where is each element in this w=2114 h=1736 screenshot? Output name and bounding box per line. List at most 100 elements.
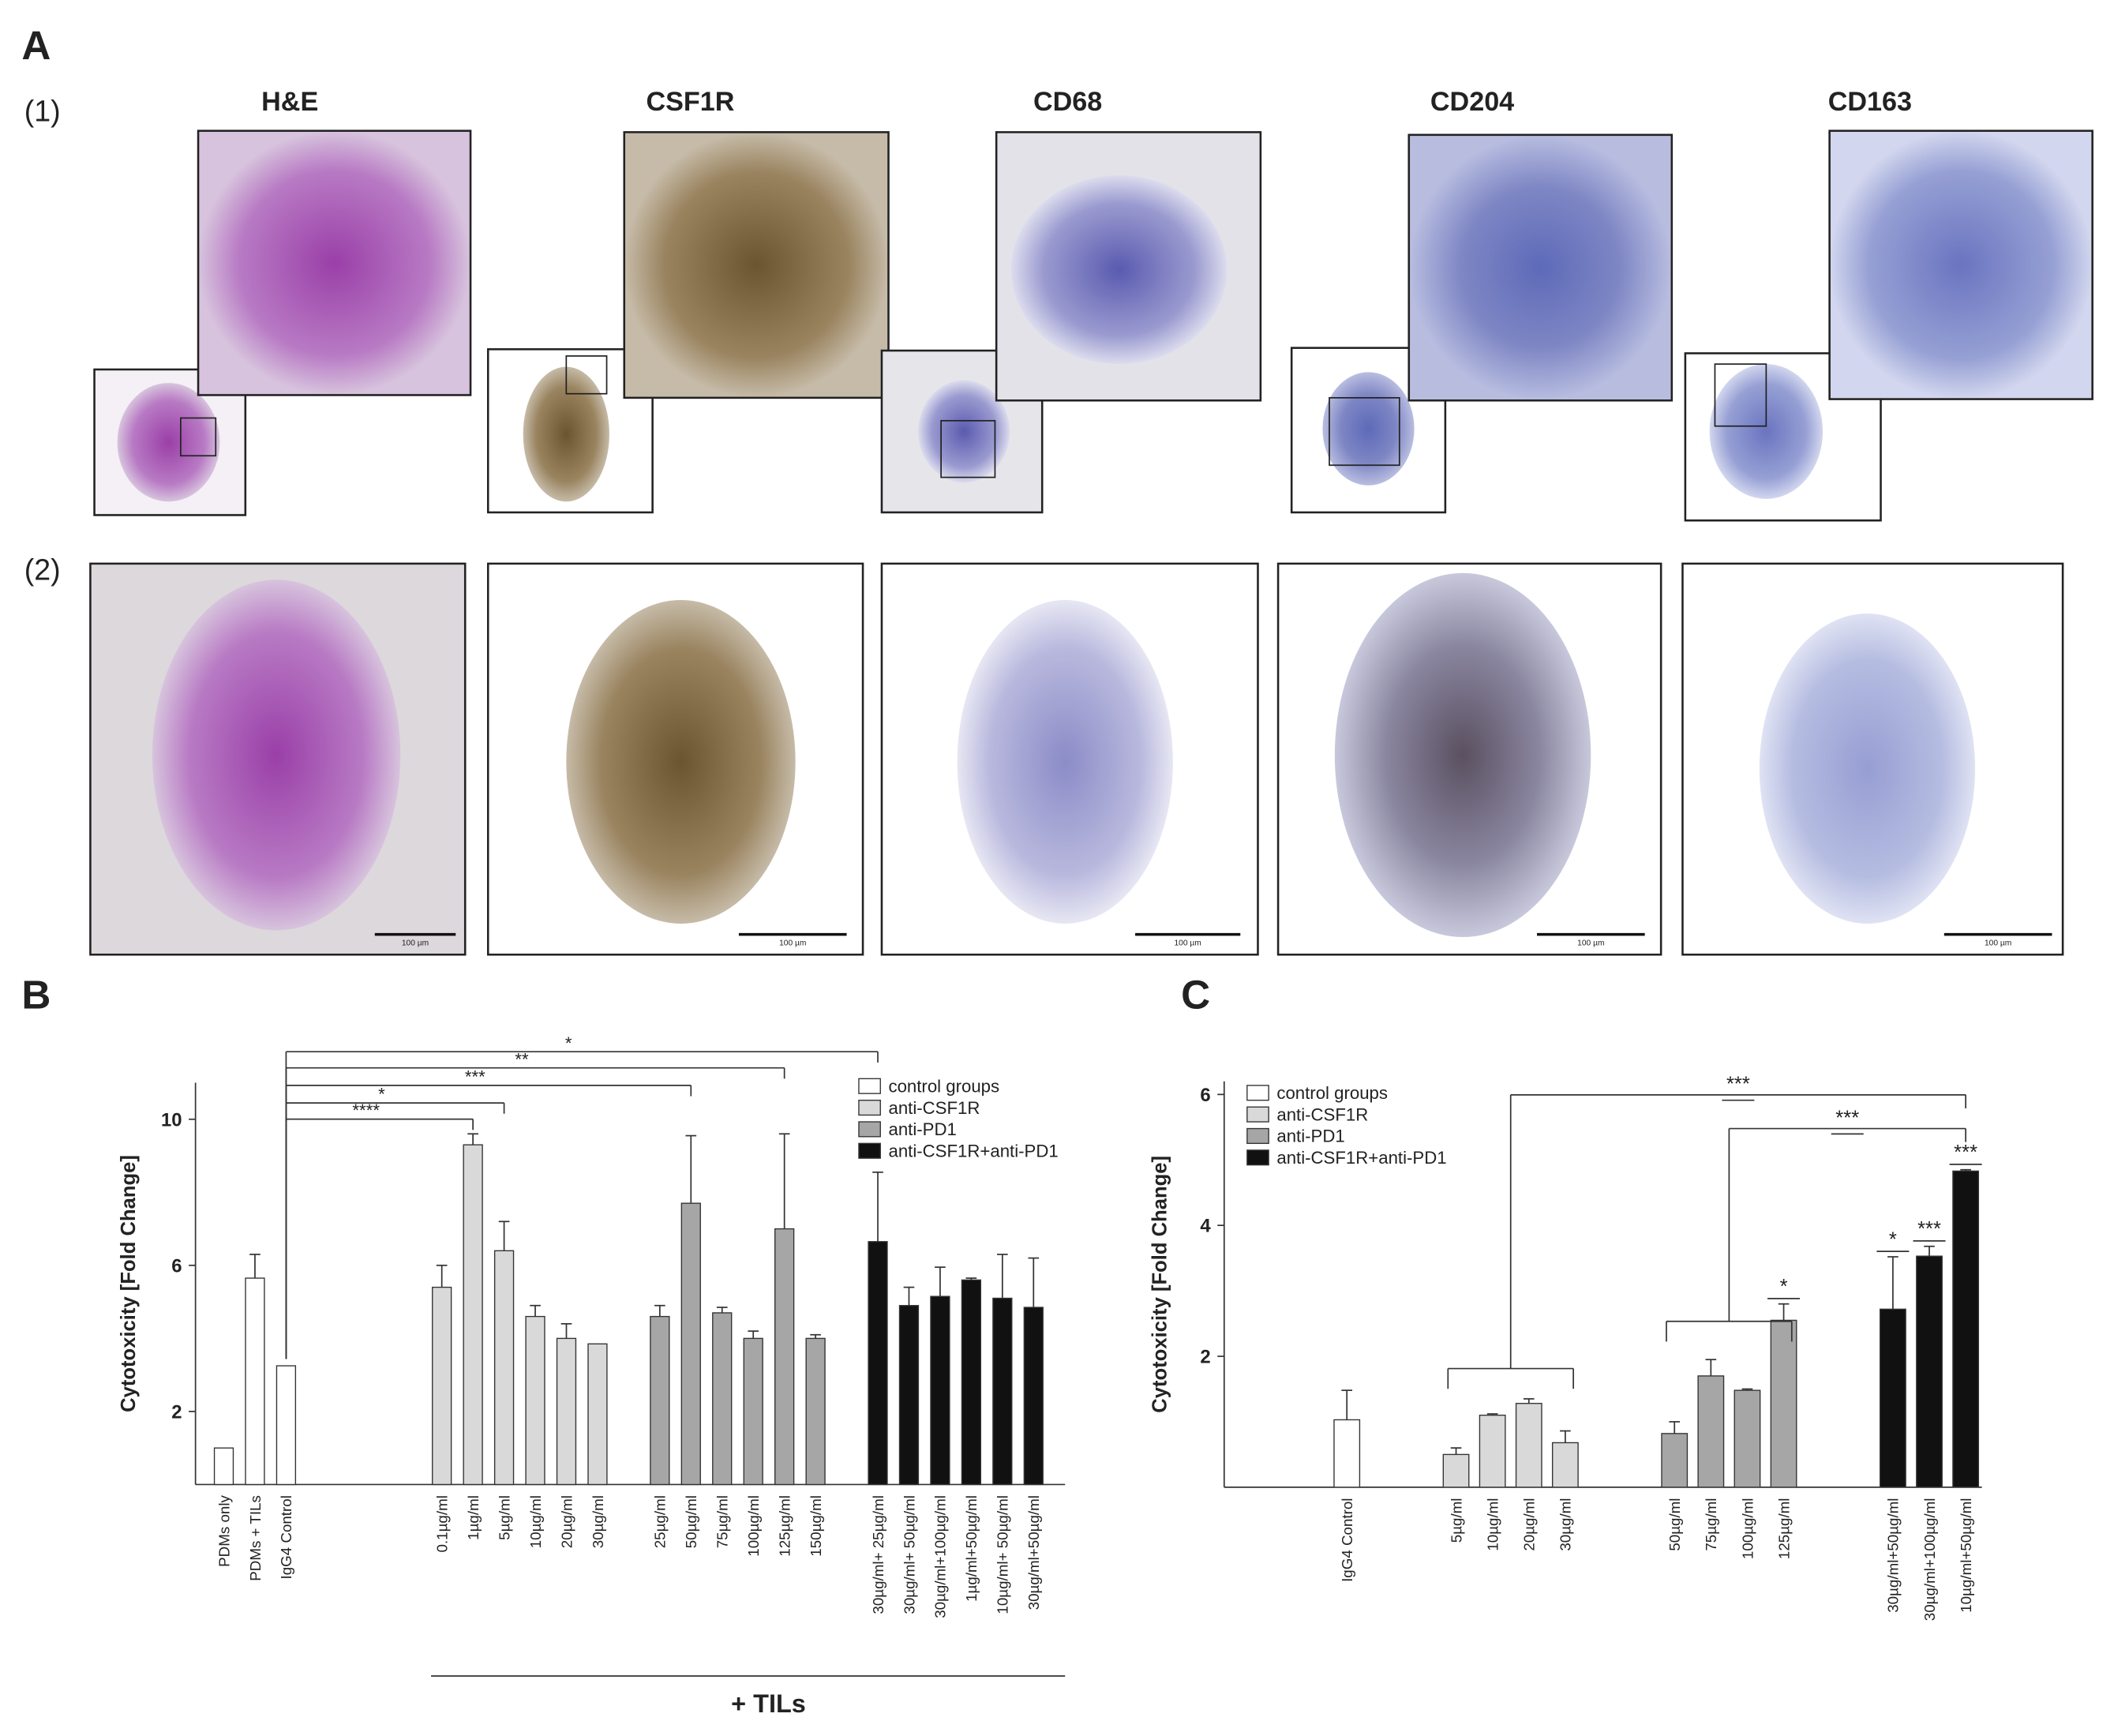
bar [463,1144,483,1486]
x-tick-label: 20µg/ml [1521,1498,1538,1551]
x-tick-label: 150µg/ml [808,1495,824,1557]
bar [712,1312,733,1486]
x-tick-label: IgG4 Control [1339,1498,1355,1582]
significance: * [378,1085,385,1104]
legend-label: anti-CSF1R [1276,1104,1368,1124]
stain-label: CD68 [1033,87,1102,117]
bar [1697,1375,1725,1488]
x-tick-label: 10µg/ml+50µg/ml [1958,1498,1974,1613]
legend-label: control groups [1276,1083,1388,1103]
y-tick-label: 2 [1200,1347,1210,1368]
significance: * [565,1033,572,1053]
legend-swatch [858,1142,881,1159]
bar [992,1297,1013,1486]
bar [213,1447,234,1486]
x-tick-label: 30µg/ml [1557,1498,1574,1551]
legend-label: anti-CSF1R+anti-PD1 [889,1141,1059,1160]
x-tick-label: 20µg/ml [558,1495,575,1548]
bar [525,1315,545,1486]
x-tick-label: 30µg/ml+ 50µg/ml [901,1495,917,1614]
x-tick-label: 75µg/ml [714,1495,731,1548]
x-tick-label: PDMs only [216,1494,232,1566]
significance: * [1889,1228,1897,1250]
bar [743,1337,763,1486]
significance: *** [465,1067,485,1086]
x-tick-label: 30µg/ml+50µg/ml [1885,1498,1902,1613]
scale-bar-label: 100 µm [1985,939,2011,947]
x-tick-label: 1µg/ml [465,1495,482,1540]
x-tick-label: 100µg/ml [745,1495,762,1557]
x-tick-label: 50µg/ml [1666,1498,1683,1551]
legend-swatch [1246,1085,1269,1101]
panel-label: A [21,23,51,68]
x-tick-label: 50µg/ml [683,1495,699,1548]
bar [1879,1308,1906,1488]
x-tick-label: IgG4 Control [278,1495,294,1579]
bar [1734,1389,1761,1488]
legend-swatch [1246,1127,1269,1145]
x-tick-label: 100µg/ml [1739,1498,1756,1560]
y-tick-label: 6 [1200,1085,1210,1106]
significance: * [1780,1276,1788,1298]
micrograph-row-1 [93,129,2093,522]
scale-bar-label: 100 µm [402,939,429,947]
bar [275,1365,297,1486]
legend-label: anti-PD1 [889,1119,957,1139]
panel-label: C [1181,973,1210,1018]
x-tick-label: 30µg/ml [590,1495,606,1548]
significance: *** [1954,1142,1977,1164]
legend-swatch [858,1100,881,1116]
bar [680,1202,701,1486]
stain-label: CD204 [1430,87,1514,117]
x-tick-label: 125µg/ml [776,1495,793,1557]
y-axis-title: Cytotoxicity [Fold Change] [1149,1156,1171,1413]
bar [245,1277,265,1486]
bar [1551,1442,1579,1488]
x-tick-label: 5µg/ml [1448,1498,1464,1543]
stain-label: CSF1R [646,87,734,117]
y-axis-title: Cytotoxicity [Fold Change] [118,1155,140,1412]
bar [1479,1414,1506,1488]
bar [556,1337,577,1486]
significance: *** [1726,1074,1750,1096]
significance: *** [1917,1218,1941,1240]
panel-label: B [21,973,51,1018]
bar [1333,1419,1361,1488]
bar [1442,1453,1470,1488]
y-tick-label: 2 [171,1401,182,1423]
x-tick-label: 10µg/ml+ 50µg/ml [995,1495,1011,1614]
bar [650,1315,670,1486]
x-tick-label: 0.1µg/ml [434,1495,451,1552]
group-label: + TILs [731,1689,806,1718]
bar [930,1295,950,1486]
x-tick-label: 75µg/ml [1703,1498,1719,1551]
legend-swatch [858,1078,881,1094]
legend-label: control groups [889,1076,1000,1096]
bar [774,1228,795,1486]
stain-label: H&E [261,87,318,117]
row-label: (2) [24,553,61,586]
bar [805,1337,826,1486]
bar [1023,1307,1044,1486]
bar [432,1286,452,1486]
legend-swatch [1246,1149,1269,1166]
legend-swatch [858,1121,881,1138]
bar [493,1250,515,1486]
bar [1770,1319,1797,1488]
legend-label: anti-PD1 [1276,1127,1344,1146]
stain-label: CD163 [1828,87,1912,117]
x-tick-label: 30µg/ml+100µg/ml [1921,1498,1938,1622]
x-tick-label: 125µg/ml [1775,1498,1792,1560]
significance: ** [515,1049,529,1069]
bar [587,1343,608,1486]
scale-bar-label: 100 µm [779,939,806,947]
x-tick-label: 5µg/ml [496,1495,512,1540]
scale-bar-label: 100 µm [1174,939,1201,947]
micrograph-row-2 [89,562,2064,956]
row-label: (1) [24,95,61,128]
x-tick-label: 10µg/ml [1484,1498,1501,1551]
y-tick-label: 4 [1200,1216,1211,1237]
scale-bar-label: 100 µm [1577,939,1604,947]
bar [898,1305,920,1486]
legend-swatch [1246,1106,1269,1123]
